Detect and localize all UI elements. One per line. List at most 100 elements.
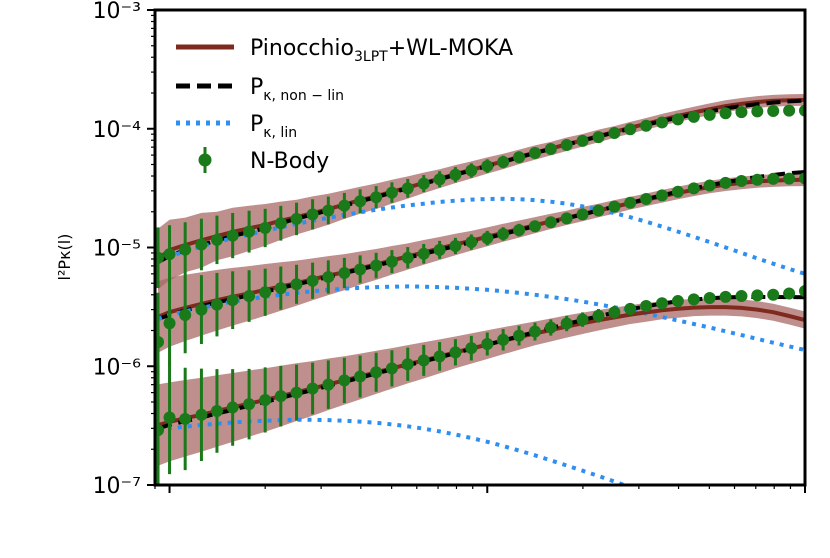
nbody-point [155,424,165,437]
nbody-point [465,342,478,355]
nbody-point [624,196,637,209]
nbody-point [306,208,319,221]
nbody-point [544,321,557,334]
nbody-point [226,294,239,307]
nbody-point [259,393,272,406]
nbody-point [322,204,335,217]
nbody-point [656,189,669,202]
nbody-point [385,362,398,375]
nbody-point [719,176,732,189]
nbody-point [656,297,669,310]
y-tick-label: 10⁻⁵ [93,237,141,262]
nbody-point [544,216,557,229]
nbody-point [783,104,796,117]
nbody-point [433,243,446,256]
nbody-point [465,164,478,177]
nbody-point [417,354,430,367]
legend-label-subscript: 3LPT [354,49,388,65]
nbody-point [576,313,589,326]
uncertainty-bands [158,94,805,466]
legend-label-pinocchio: Pinocchio3LPT+WL-MOKA [250,36,513,65]
legend-label-base: Pinocchio [250,36,354,61]
legend-label-lin: Pκ, lin [250,112,297,141]
nbody-point [735,106,748,119]
y-axis-label: l²Pκ(l) [55,234,74,281]
nbody-point [401,182,414,195]
y-tick-label: 10⁻³ [93,0,141,24]
nbody-point [671,185,684,198]
legend-label-nbody: N-Body [250,149,329,174]
axis-ticks: 10⁻³ 10⁻⁴ 10⁻⁵ 10⁻⁶ 10⁻⁷ [93,0,806,499]
nbody-point [719,290,732,303]
nbody-point [560,138,573,151]
nbody-point [259,286,272,299]
nbody-point [179,309,192,322]
nbody-point [608,200,621,213]
lin-line-z-high [157,196,805,276]
nbody-point [210,233,223,246]
nbody-point [449,168,462,181]
nbody-point [497,155,510,168]
nbody-point [433,350,446,363]
nbody-point [513,329,526,342]
nbody-point [656,116,669,129]
nbody-point [243,398,256,411]
legend-label-subscript: κ, non − lin [263,88,344,104]
nbody-point [624,123,637,136]
nbody-point [155,336,165,349]
nbody-point [449,239,462,252]
nbody-point [735,175,748,188]
legend-label-subscript: κ, lin [263,125,297,141]
nbody-point [370,366,383,379]
legend-label-base: P [250,112,263,137]
nbody-point [226,401,239,414]
nbody-point [783,287,796,300]
nbody-point [513,151,526,164]
nbody-point [417,177,430,190]
legend-item-pinocchio: Pinocchio3LPT+WL-MOKA [176,36,513,65]
nbody-point [767,288,780,301]
nbody-point [179,412,192,425]
nbody-point [195,303,208,316]
nbody-point [767,172,780,185]
nbody-point [210,404,223,417]
nbody-point [306,274,319,287]
nbody-point [703,291,716,304]
nbody-point [497,333,510,346]
nbody-point [290,386,303,399]
nbody-point [163,411,176,424]
y-tick-label: 10⁻⁶ [93,355,142,380]
nbody-point [338,199,351,212]
nbody-point [624,302,637,315]
nbody-point [401,251,414,264]
nbody-point [322,378,335,391]
nbody-point [370,191,383,204]
nbody-point [592,131,605,144]
nbody-point [528,146,541,159]
nbody-point [481,337,494,350]
nbody-point [671,113,684,126]
legend-item-nonlin: Pκ, non − lin [176,75,344,104]
nbody-point [465,236,478,249]
nbody-point [155,251,165,264]
nbody-point [751,105,764,118]
nbody-point [528,220,541,233]
legend-label-base: P [250,75,263,100]
lin-line-z-low [157,417,631,485]
nbody-point [274,390,287,403]
nbody-point [179,243,192,256]
legend-label-base: N-Body [250,149,329,174]
nbody-point [560,212,573,225]
nbody-point [338,374,351,387]
nbody-point [226,229,239,242]
nbody-point [417,247,430,260]
y-tick-label: 10⁻⁷ [93,474,141,499]
nbody-point [592,309,605,322]
nbody-point [481,232,494,245]
nbody-point [751,289,764,302]
nbody-point [735,290,748,303]
